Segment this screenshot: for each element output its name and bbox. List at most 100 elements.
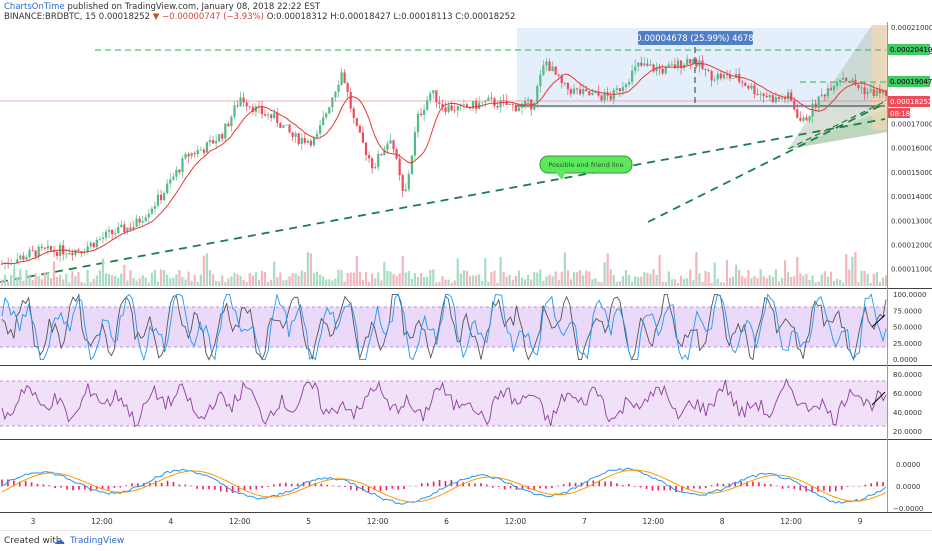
volume-bar	[87, 270, 89, 286]
candle	[634, 66, 636, 70]
macd-hist-bar	[492, 486, 494, 488]
macd-hist-bar	[551, 486, 553, 488]
candle	[423, 110, 425, 115]
tradingview-brand[interactable]: TradingView	[70, 536, 124, 546]
volume-bar	[640, 277, 642, 286]
volume-bar	[842, 283, 844, 286]
macd-axis[interactable]: 0.0000 0.0000 −0.0000	[893, 461, 923, 513]
axis-tick-label: 100.0000	[893, 291, 926, 299]
volume-bar	[551, 276, 553, 286]
macd-hist-bar	[261, 486, 263, 488]
cloud-logo-icon: ☁	[54, 534, 65, 547]
candle	[322, 117, 324, 125]
candle	[787, 92, 789, 99]
macd-hist-bar	[185, 485, 187, 487]
candle	[772, 95, 774, 102]
volume-bar	[227, 278, 229, 286]
candle	[766, 96, 768, 97]
chart-canvas[interactable]: 0.00004678 (25.99%) 4678 Possible end fr…	[0, 22, 932, 530]
candle	[756, 94, 758, 95]
volume-bar	[270, 280, 272, 286]
volume-bar	[790, 277, 792, 286]
volume-bar	[539, 270, 541, 286]
time-tick-label: 8	[720, 517, 725, 526]
volume-bar	[750, 278, 752, 286]
macd-hist-bar	[433, 482, 435, 487]
volume-bar	[591, 279, 593, 286]
macd-hist-bar	[332, 486, 334, 487]
volume-bar	[301, 270, 303, 286]
candle	[457, 106, 459, 111]
volume-bar	[383, 262, 385, 286]
candle	[145, 217, 147, 221]
macd-hist-bar	[675, 486, 677, 492]
macd-hist-bar	[167, 481, 169, 486]
volume-bar	[610, 269, 612, 286]
volume-bar	[135, 281, 137, 286]
volume-bar	[451, 283, 453, 286]
candle	[194, 153, 196, 154]
volume-bar	[588, 271, 590, 286]
candle	[279, 123, 281, 128]
macd-hist-bar	[723, 484, 725, 486]
volume-bar	[607, 253, 609, 286]
macd-hist-bar	[799, 486, 801, 490]
time-tick-label: 5	[306, 517, 311, 526]
volume-bar	[536, 273, 538, 286]
axis-tick-label: 20.0000	[893, 428, 922, 436]
stochastic-pane	[0, 294, 887, 359]
volume-bar	[310, 253, 312, 286]
volume-bar	[738, 270, 740, 286]
macd-hist-bar	[658, 486, 660, 490]
candle	[799, 118, 801, 121]
candle	[475, 101, 477, 109]
candle	[44, 248, 46, 249]
volume-bar	[603, 262, 605, 286]
volume-bar	[359, 272, 361, 286]
volume-bar	[389, 271, 391, 286]
candle	[392, 140, 394, 149]
macd-tick: 0.0000	[896, 461, 921, 469]
volume-bar	[19, 269, 21, 286]
candle	[117, 227, 119, 233]
volume-bar	[811, 275, 813, 286]
macd-hist-bar	[31, 482, 33, 486]
volume-bar	[206, 253, 208, 286]
macd-hist-bar	[598, 481, 600, 486]
volume-bar	[460, 274, 462, 286]
ohlc-line: BINANCE:BRDBTC, 15 0.00018252 ▼ −0.00000…	[4, 12, 515, 22]
candle	[879, 90, 881, 94]
volume-bar	[264, 272, 266, 286]
macd-hist-bar	[882, 482, 884, 486]
candle	[68, 253, 70, 254]
volume-bar	[105, 273, 107, 286]
volume-bar	[582, 275, 584, 286]
candle	[720, 74, 722, 79]
candle	[503, 100, 505, 101]
price-axis[interactable]: 0.000210000.000200000.000170000.00016000…	[888, 22, 932, 288]
candle	[71, 253, 73, 255]
candle	[521, 104, 523, 108]
volume-bar	[756, 278, 758, 286]
volume-bar	[90, 282, 92, 286]
volume-bar	[802, 276, 804, 286]
axis-tick-label: 75.0000	[893, 307, 922, 315]
volume-bar	[818, 281, 820, 286]
symbol-label[interactable]: BINANCE:BRDBTC, 15	[4, 12, 96, 22]
candle	[276, 113, 278, 123]
volume-bar	[545, 276, 547, 286]
macd-hist-bar	[255, 486, 257, 490]
candle	[585, 89, 587, 91]
macd-hist-bar	[403, 486, 405, 489]
volume-bar	[808, 280, 810, 286]
volume-bar	[646, 273, 648, 286]
candle	[625, 84, 627, 87]
volume-bar	[799, 273, 801, 286]
macd-hist-bar	[350, 486, 352, 490]
author-link[interactable]: ChartsOnTime	[4, 2, 65, 12]
candle	[662, 69, 664, 73]
macd-hist-bar	[504, 486, 506, 490]
